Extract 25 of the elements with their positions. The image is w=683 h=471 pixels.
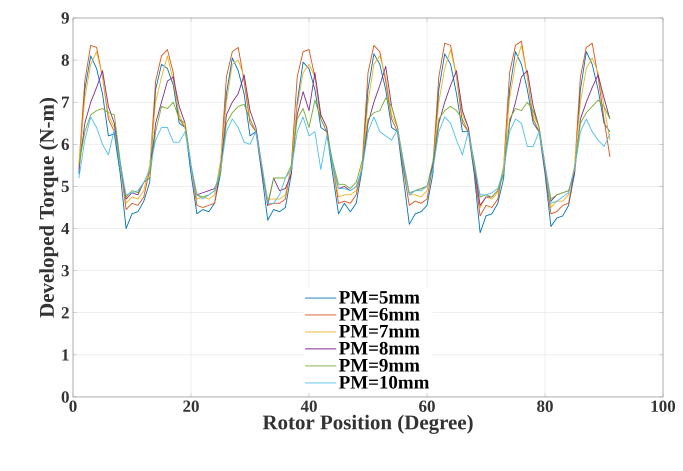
y-tick-label: 2 xyxy=(62,307,69,318)
legend-label: PM=5mm xyxy=(339,291,420,304)
y-tick-label: 7 xyxy=(62,96,70,108)
legend-label: PM=6mm xyxy=(339,308,420,321)
y-tick-label: 5 xyxy=(62,180,69,192)
legend-label: PM=10mm xyxy=(339,376,430,389)
y-tick-label: 4 xyxy=(61,222,70,234)
legend-label: PM=7mm xyxy=(339,324,420,338)
x-tick-label: 20 xyxy=(183,400,199,412)
y-tick-label: 0 xyxy=(62,391,69,403)
legend-label: PM=8mm xyxy=(339,342,420,355)
y-tick-label: 1 xyxy=(62,349,69,360)
x-tick-label: 40 xyxy=(300,400,317,412)
x-axis-title: Rotor Position (Degree) xyxy=(262,414,473,434)
legend-label: PM=9mm xyxy=(339,358,420,372)
y-tick-label: 8 xyxy=(62,54,69,66)
x-tick-label: 60 xyxy=(419,400,435,412)
x-tick-label: 0 xyxy=(69,400,77,412)
y-axis-title: Developed Torque (N-m) xyxy=(39,98,58,318)
y-tick-label: 6 xyxy=(62,138,69,150)
line-series xyxy=(78,116,610,204)
x-tick-label: 80 xyxy=(537,400,553,412)
y-tick-label: 9 xyxy=(61,12,69,24)
x-tick-label: 100 xyxy=(652,400,676,412)
y-tick-label: 3 xyxy=(62,264,69,276)
